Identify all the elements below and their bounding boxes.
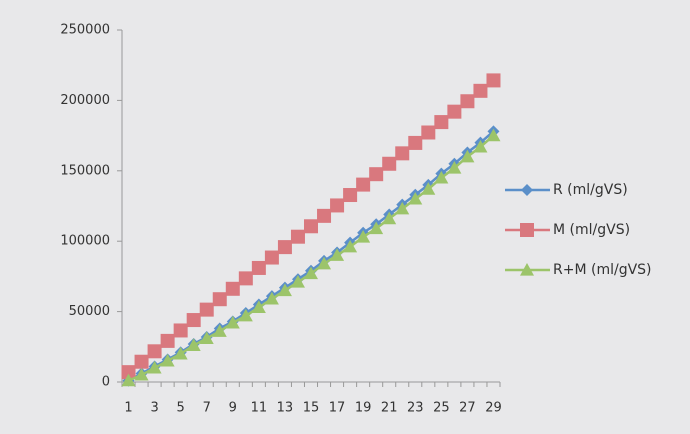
x-tick-label: 3 xyxy=(150,401,158,416)
marker xyxy=(160,353,175,367)
marker xyxy=(199,331,214,344)
marker xyxy=(147,360,162,374)
x-tick-label: 5 xyxy=(177,401,185,416)
marker xyxy=(343,239,358,253)
marker xyxy=(121,365,136,380)
x-tick-label: 1 xyxy=(124,401,132,416)
marker xyxy=(408,135,423,150)
marker xyxy=(225,315,240,329)
marker xyxy=(460,149,475,163)
x-tick-label: 27 xyxy=(459,401,476,416)
x-tick-label: 15 xyxy=(303,401,320,416)
marker xyxy=(317,256,332,270)
marker xyxy=(421,125,436,140)
x-tick-label: 29 xyxy=(485,401,502,416)
marker xyxy=(225,281,240,296)
marker xyxy=(290,275,305,288)
x-tick-label: 21 xyxy=(381,401,398,416)
marker xyxy=(238,308,253,322)
x-tick-label: 11 xyxy=(251,401,268,416)
marker xyxy=(356,177,371,192)
marker xyxy=(277,283,292,297)
marker xyxy=(382,156,397,171)
marker xyxy=(304,266,318,280)
marker xyxy=(473,139,488,153)
marker xyxy=(434,170,449,184)
marker xyxy=(408,191,423,205)
y-tick-label: 200000 xyxy=(60,93,110,108)
marker xyxy=(434,115,449,130)
marker xyxy=(447,104,462,119)
marker xyxy=(134,367,149,381)
marker xyxy=(421,182,436,195)
marker xyxy=(356,229,371,243)
marker xyxy=(212,324,227,337)
y-tick-label: 250000 xyxy=(60,23,110,38)
marker xyxy=(173,323,188,338)
marker xyxy=(264,250,279,265)
marker xyxy=(473,83,488,98)
marker xyxy=(395,146,410,161)
legend-label: R+M (ml/gVS) xyxy=(553,262,652,278)
marker xyxy=(121,373,136,387)
legend: R (ml/gVS) M (ml/gVS) R+M (ml/gVS) xyxy=(505,182,652,278)
marker xyxy=(251,300,266,313)
marker xyxy=(212,292,227,307)
x-tick-label: 9 xyxy=(229,401,237,416)
marker xyxy=(199,302,214,317)
marker xyxy=(330,248,345,261)
legend-marker xyxy=(521,184,533,196)
legend-marker xyxy=(520,223,534,237)
x-tick-label: 23 xyxy=(407,401,424,416)
marker xyxy=(147,344,162,359)
marker xyxy=(238,271,253,286)
marker xyxy=(186,338,201,351)
marker xyxy=(160,333,175,348)
marker xyxy=(317,208,332,223)
x-tick-label: 7 xyxy=(203,401,211,416)
marker xyxy=(369,221,384,235)
marker xyxy=(486,128,501,142)
y-tick-label: 100000 xyxy=(60,234,110,249)
x-tick-label: 25 xyxy=(433,401,450,416)
marker xyxy=(186,313,201,328)
legend-marker xyxy=(520,263,534,276)
marker xyxy=(277,240,292,255)
marker xyxy=(382,211,397,225)
x-tick-label: 19 xyxy=(355,401,372,416)
marker xyxy=(251,260,266,275)
x-tick-label: 13 xyxy=(277,401,294,416)
marker xyxy=(330,198,345,213)
marker xyxy=(173,346,188,360)
x-tick-label: 17 xyxy=(329,401,346,416)
marker xyxy=(395,201,410,215)
y-tick-label: 150000 xyxy=(60,163,110,178)
marker xyxy=(264,291,279,305)
legend-label: R (ml/gVS) xyxy=(553,182,628,198)
marker xyxy=(447,160,462,174)
marker xyxy=(290,229,305,244)
legend-label: M (ml/gVS) xyxy=(553,222,630,238)
marker xyxy=(304,219,318,234)
marker xyxy=(134,354,149,369)
y-tick-label: 0 xyxy=(102,375,110,390)
y-tick-label: 50000 xyxy=(69,304,110,319)
marker xyxy=(343,188,358,203)
marker xyxy=(460,94,475,109)
marker xyxy=(486,73,501,88)
marker xyxy=(369,167,384,182)
